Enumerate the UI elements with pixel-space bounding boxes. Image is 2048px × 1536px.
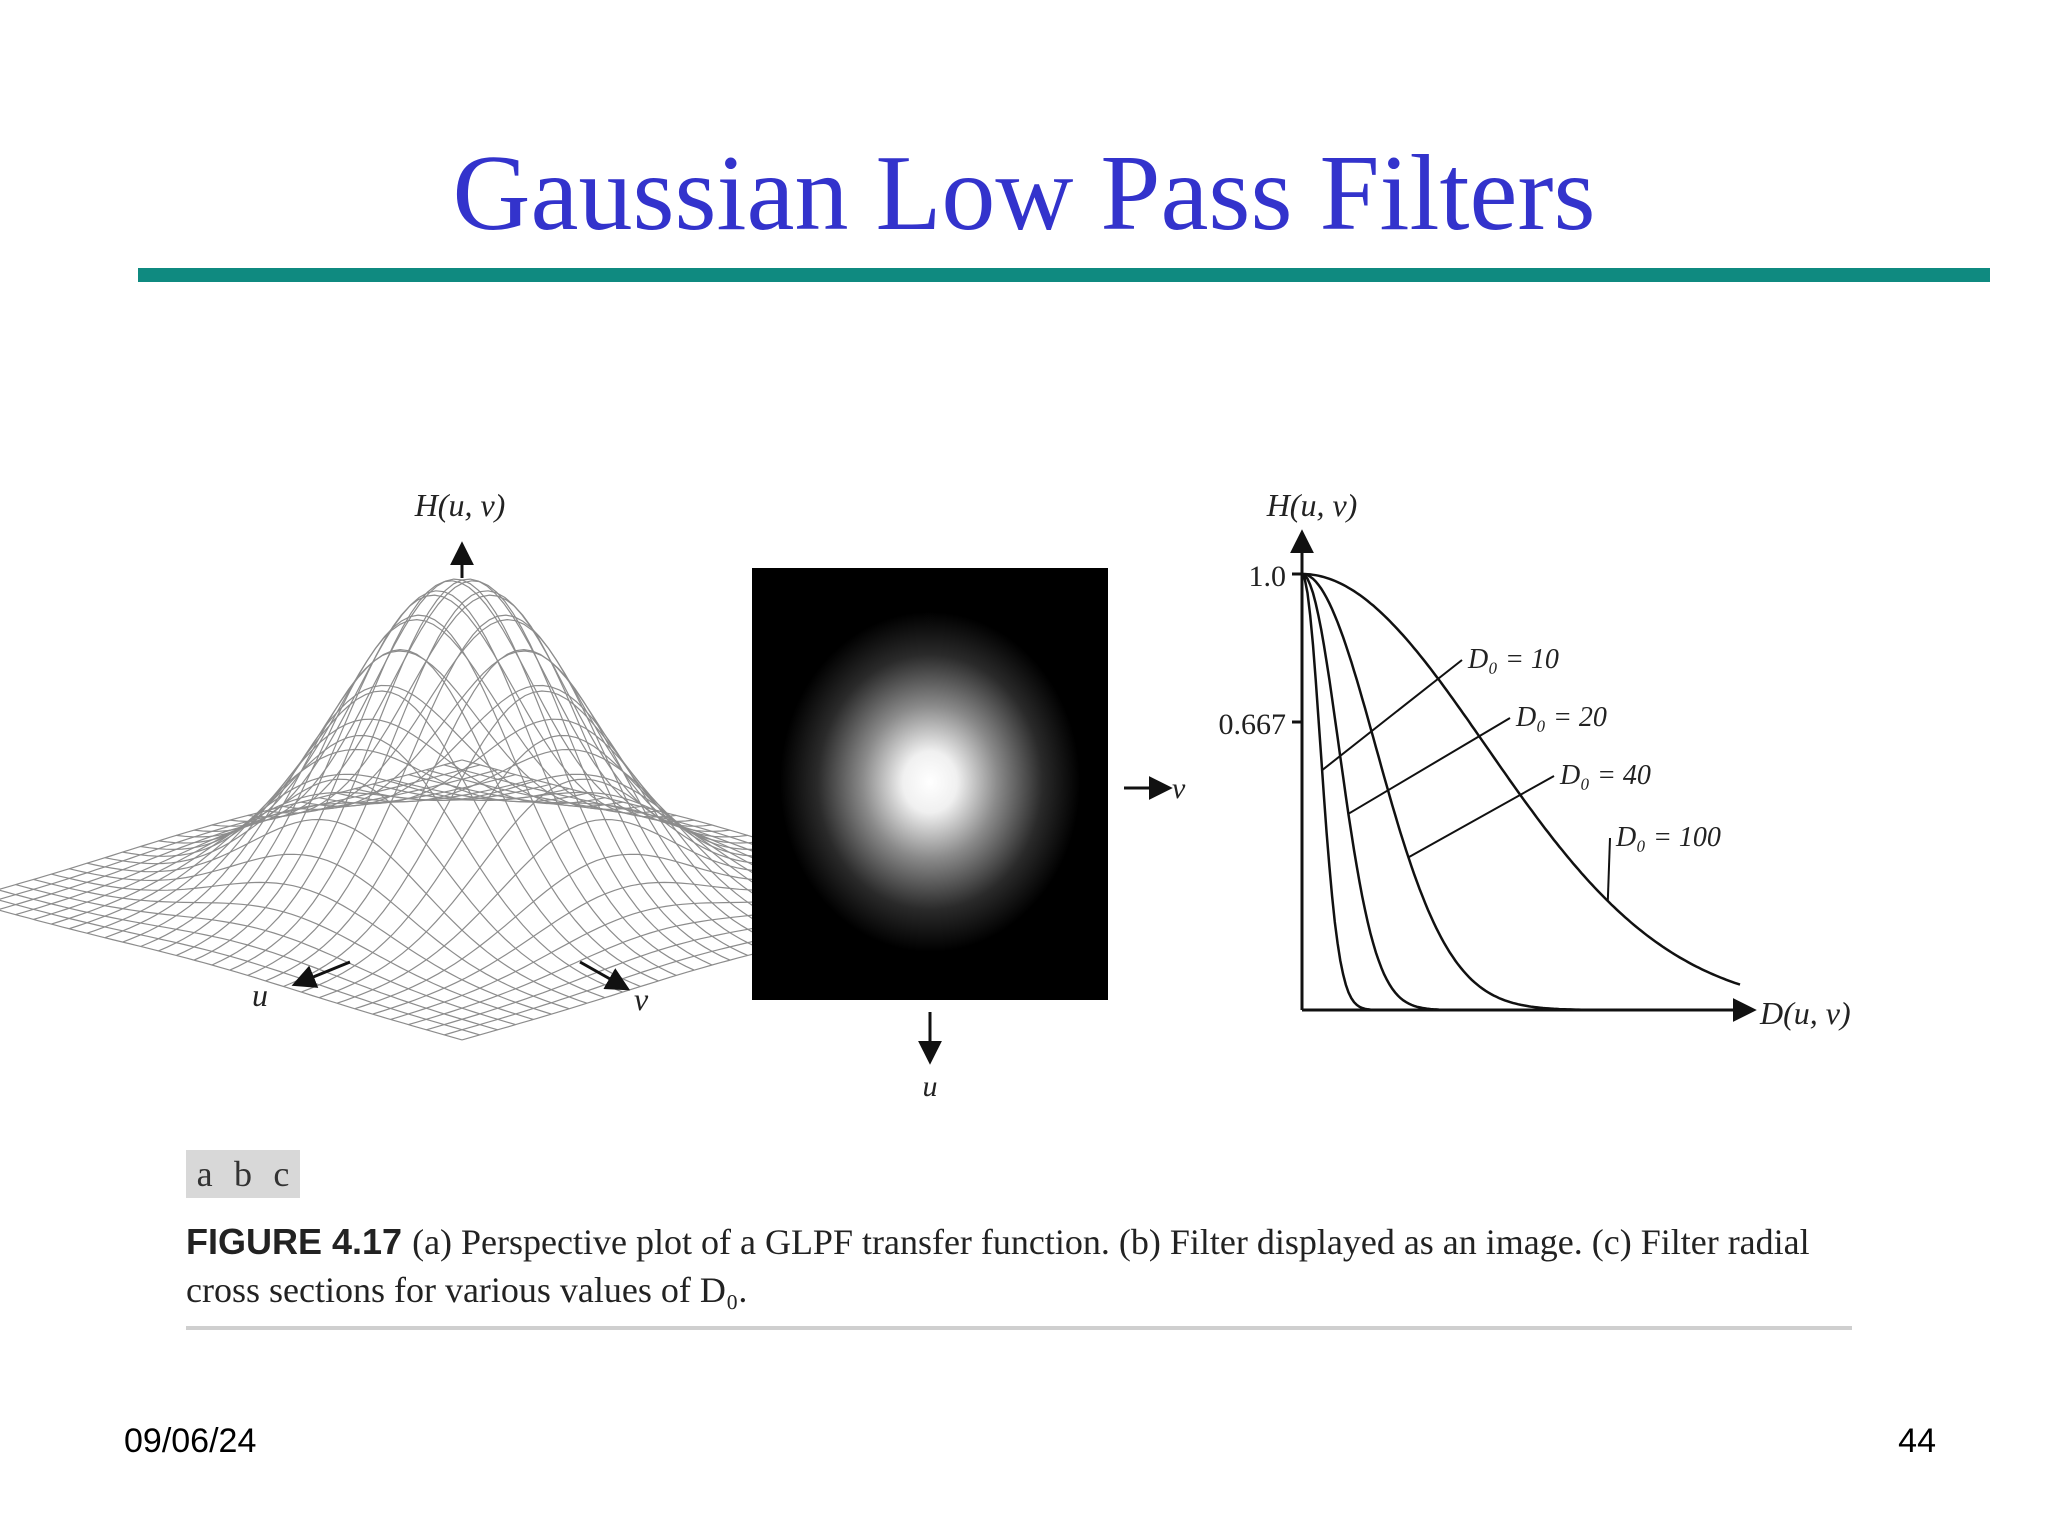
figure-caption: FIGURE 4.17 (a) Perspective plot of a GLP… (186, 1218, 1852, 1314)
mesh-line (301, 684, 802, 943)
curve-label-d0-10: D₀ = 10 (1467, 644, 1559, 675)
title-divider (138, 268, 1990, 282)
gaussian-mesh-surface (0, 578, 963, 1041)
panel-letter-a: a (196, 1154, 213, 1194)
panel-b-u-label: u (923, 1070, 938, 1103)
tick-label-1: 1.0 (1249, 560, 1287, 593)
panel-a-u-label: u (252, 977, 268, 1013)
panel-letters: a b c (186, 1150, 300, 1198)
curve-labels-group: D₀ = 10 D₀ = 20 D₀ = 40 D₀ = 100 (1321, 644, 1721, 902)
page-number: 44 (1898, 1422, 1936, 1460)
panel-letter-b: b (234, 1154, 252, 1194)
panel-letter-c: c (273, 1154, 290, 1194)
mesh-line (33, 878, 534, 1020)
panel-a-v-label: v (634, 981, 649, 1017)
mesh-line (104, 778, 606, 999)
curve-d0-10 (1300, 573, 1740, 1012)
mesh-line (211, 578, 713, 966)
caption-label: FIGURE 4.17 (186, 1221, 403, 1262)
curve-d0-40 (1301, 572, 1740, 1012)
mesh-line (0, 899, 481, 1036)
filter-image-glow (780, 612, 1080, 952)
caption-rule (186, 1326, 1852, 1330)
leader-d0-10 (1321, 659, 1463, 771)
leader-d0-100 (1606, 837, 1611, 902)
mesh-line (0, 909, 463, 1041)
curve-label-d0-20: D₀ = 20 (1515, 702, 1607, 733)
panel-c-vertical-axis-label: H(u, v) (1266, 487, 1358, 523)
panel-a-perspective-plot: H(u, v) u v (0, 487, 963, 1041)
curve-label-d0-40: D₀ = 40 (1559, 760, 1651, 791)
mesh-line (176, 614, 677, 976)
mesh-line (15, 884, 516, 1026)
panel-a-v-axis-arrow (579, 960, 631, 991)
mesh-line (140, 690, 641, 988)
panel-b-filter-image: v u (752, 568, 1186, 1103)
mesh-line (283, 690, 784, 988)
mesh-line (122, 684, 623, 943)
mesh-line (247, 614, 748, 976)
mesh-line (318, 778, 820, 999)
mesh-line (122, 734, 623, 993)
mesh-line (68, 853, 570, 1010)
mesh-line (86, 818, 588, 1004)
curve-label-d0-100: D₀ = 100 (1615, 822, 1721, 853)
leader-d0-40 (1407, 775, 1555, 859)
caption-text: (a) Perspective plot of a GLPF transfer … (186, 1222, 1810, 1310)
mesh-line (51, 873, 552, 1015)
mesh-line (0, 889, 498, 1031)
panel-b-v-label: v (1172, 772, 1186, 805)
footer-date: 09/06/24 (124, 1422, 257, 1460)
slide-title: Gaussian Low Pass Filters (452, 134, 1596, 253)
mesh-line (193, 580, 695, 961)
panel-a-vertical-axis-label: H(u, v) (414, 487, 506, 523)
panel-a-u-axis-arrow (291, 960, 351, 988)
curve-d0-100 (1302, 572, 1741, 986)
mesh-line (265, 618, 766, 952)
curve-d0-20 (1301, 572, 1740, 1012)
tick-label-0667: 0.667 (1219, 708, 1287, 741)
panel-c-horizontal-axis-label: D(u, v) (1759, 995, 1851, 1031)
mesh-line (229, 580, 731, 961)
panel-c-cross-sections: 1.0 0.667 H(u, v) D(u, v) D₀ = 10 D₀ = 20… (1219, 487, 1851, 1031)
leader-d0-20 (1347, 717, 1511, 815)
mesh-line (301, 734, 802, 993)
mesh-line (158, 618, 659, 952)
curves-group (1300, 572, 1741, 1012)
